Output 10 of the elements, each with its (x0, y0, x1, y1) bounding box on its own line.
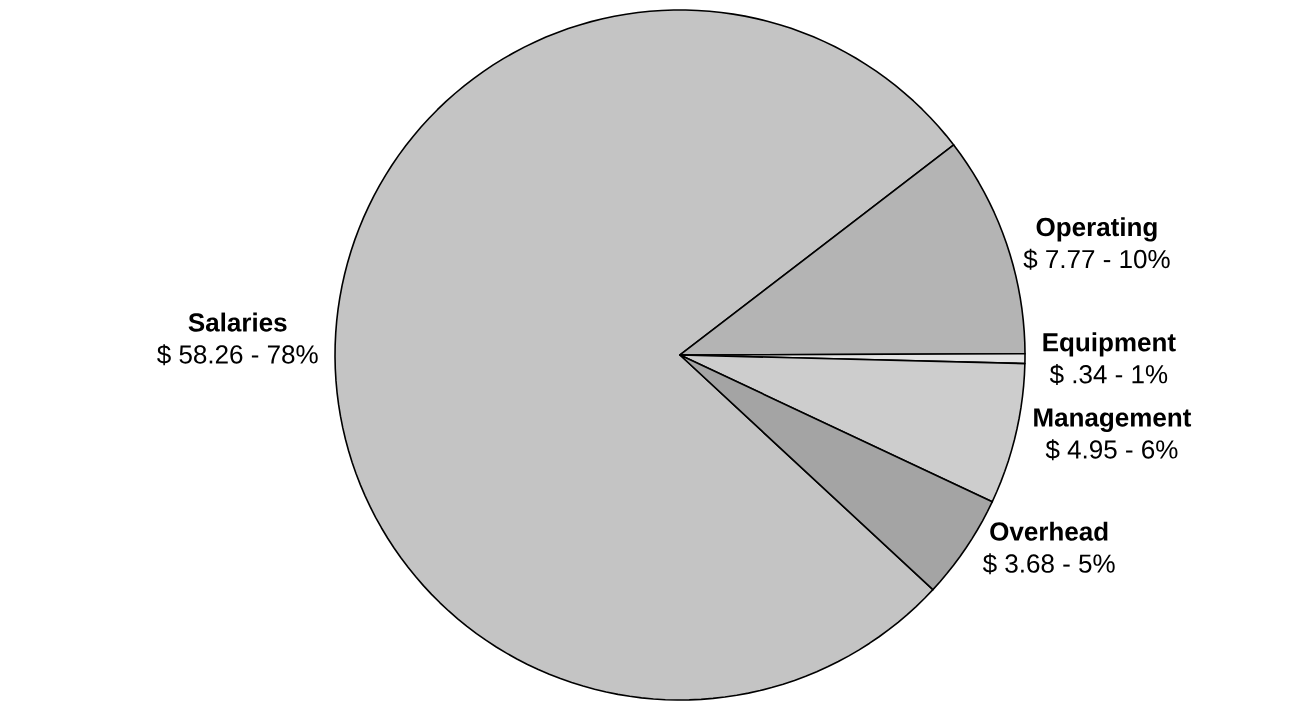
data-label: $ .34 - 1% (1049, 363, 1168, 385)
data-label: $ 3.68 - 5% (982, 553, 1115, 575)
slice-label: Operating (1036, 217, 1157, 242)
data-label: $ 4.95 - 6% (1045, 439, 1178, 461)
slice-label: Management (1034, 408, 1192, 432)
slice-label: Salaries (188, 312, 287, 332)
slice-label: Overhead (990, 521, 1108, 541)
slice-label: Equipment (1043, 332, 1176, 357)
data-label: $ 58.26 - 78% (157, 344, 318, 366)
data-label: $ 7.77 - 10% (1023, 248, 1170, 270)
